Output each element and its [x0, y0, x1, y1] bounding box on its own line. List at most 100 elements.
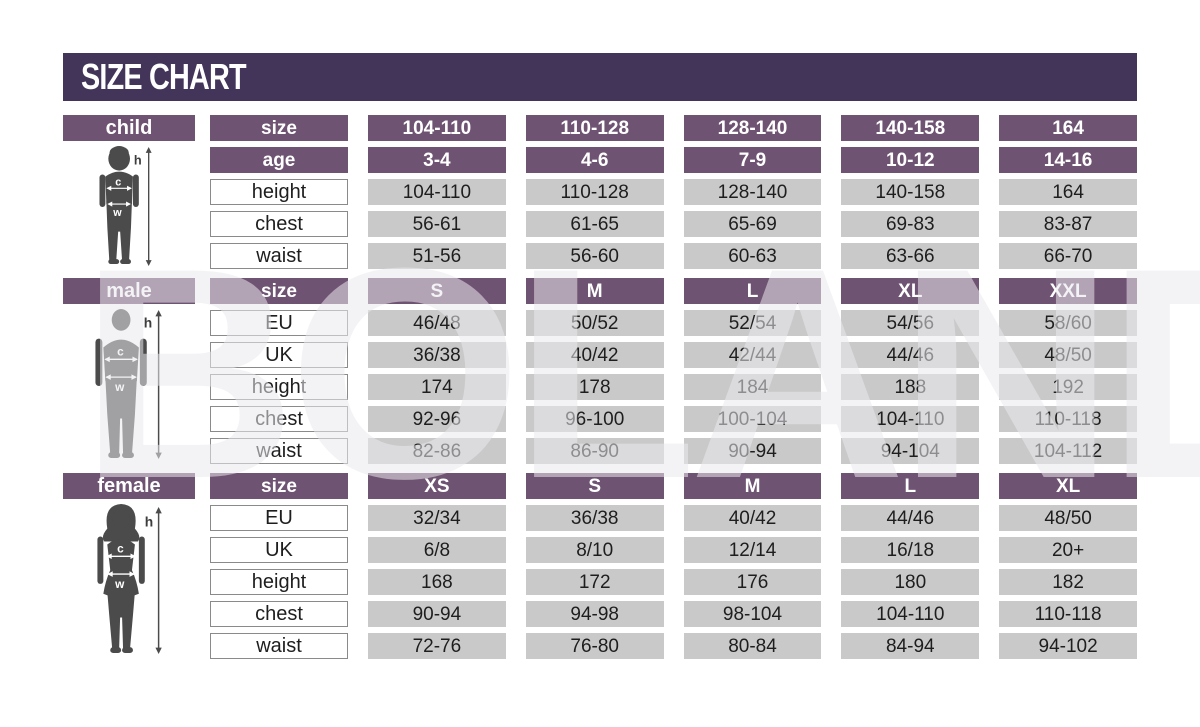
value-cell: 110-118 [999, 406, 1137, 432]
value-cell: 110-118 [999, 601, 1137, 627]
size-header-cell: 128-140 [683, 115, 822, 141]
row-label-chest: chest [210, 406, 348, 432]
section-child-left: child [63, 115, 195, 269]
group-label: child [63, 115, 195, 141]
female-figure-icon: h c w [97, 503, 162, 655]
female-silhouette: h c w [63, 503, 195, 659]
value-cell: 164 [999, 179, 1137, 205]
value-cell: 40/42 [525, 342, 664, 368]
value-cell: 32/34 [368, 505, 506, 531]
value-cell: 40/42 [683, 505, 822, 531]
size-header-cell: 10-12 [841, 147, 980, 173]
value-cell: 128-140 [683, 179, 822, 205]
value-cell: 63-66 [841, 243, 980, 269]
value-cell: 76-80 [525, 633, 664, 659]
value-cell: 96-100 [525, 406, 664, 432]
value-cell: 60-63 [683, 243, 822, 269]
size-table: size XS S M L XL EU 32/34 36/38 40/42 44/46 48/50 UK… [210, 473, 1137, 659]
waist-label: w [112, 207, 122, 219]
waist-label: w [114, 577, 125, 591]
chest-label: c [117, 344, 124, 358]
size-header-cell: S [368, 278, 506, 304]
section: male [63, 278, 1137, 464]
chest-label: c [115, 176, 121, 188]
value-cell: 56-60 [525, 243, 664, 269]
chest-label: c [117, 541, 124, 555]
row-label-height: height [210, 374, 348, 400]
title-bar: SIZE CHART [63, 53, 1137, 101]
size-table: size S M L XL XXL EU 46/48 50/52 52/54 54/56 58/60 U… [210, 278, 1137, 464]
value-cell: 174 [368, 374, 506, 400]
row-label-height: height [210, 569, 348, 595]
value-cell: 61-65 [525, 211, 664, 237]
child-silhouette: h c w [63, 145, 195, 269]
value-cell: 104-110 [841, 406, 980, 432]
value-cell: 48/50 [999, 505, 1137, 531]
male-silhouette: h c w [63, 308, 195, 464]
value-cell: 176 [683, 569, 822, 595]
row-label-height: height [210, 179, 348, 205]
group-label: male [63, 278, 195, 304]
size-header-cell: M [683, 473, 822, 499]
row-label-UK: UK [210, 537, 348, 563]
value-cell: 100-104 [683, 406, 822, 432]
size-header-cell: 104-110 [368, 115, 506, 141]
value-cell: 44/46 [841, 505, 980, 531]
value-cell: 48/50 [999, 342, 1137, 368]
value-cell: 104-110 [368, 179, 506, 205]
value-cell: 140-158 [841, 179, 980, 205]
size-header-cell: L [683, 278, 822, 304]
row-label-waist: waist [210, 633, 348, 659]
value-cell: 83-87 [999, 211, 1137, 237]
value-cell: 20+ [999, 537, 1137, 563]
value-cell: 168 [368, 569, 506, 595]
value-cell: 50/52 [525, 310, 664, 336]
row-label-size: size [210, 473, 348, 499]
value-cell: 80-84 [683, 633, 822, 659]
value-cell: 82-86 [368, 438, 506, 464]
size-chart-page: SIZE CHART child [63, 53, 1137, 668]
section-male-left: male [63, 278, 195, 464]
value-cell: 8/10 [525, 537, 664, 563]
row-label-EU: EU [210, 310, 348, 336]
value-cell: 104-112 [999, 438, 1137, 464]
value-cell: 178 [525, 374, 664, 400]
value-cell: 98-104 [683, 601, 822, 627]
size-table: size 104-110 110-128 128-140 140-158 164 age 3-… [210, 115, 1137, 269]
row-label-waist: waist [210, 243, 348, 269]
value-cell: 188 [841, 374, 980, 400]
page-title: SIZE CHART [81, 56, 247, 97]
value-cell: 92-96 [368, 406, 506, 432]
row-label-chest: chest [210, 601, 348, 627]
size-header-cell: 4-6 [525, 147, 664, 173]
value-cell: 51-56 [368, 243, 506, 269]
size-header-cell: M [525, 278, 664, 304]
size-header-cell: XL [999, 473, 1137, 499]
value-cell: 69-83 [841, 211, 980, 237]
value-cell: 58/60 [999, 310, 1137, 336]
row-label-age: age [210, 147, 348, 173]
row-label-chest: chest [210, 211, 348, 237]
waist-label: w [114, 380, 125, 394]
size-header-cell: L [841, 473, 980, 499]
height-label: h [145, 514, 153, 530]
row-label-waist: waist [210, 438, 348, 464]
value-cell: 84-94 [841, 633, 980, 659]
size-header-cell: 164 [999, 115, 1137, 141]
value-cell: 36/38 [525, 505, 664, 531]
value-cell: 94-98 [525, 601, 664, 627]
value-cell: 94-102 [999, 633, 1137, 659]
section: child [63, 115, 1137, 269]
value-cell: 42/44 [683, 342, 822, 368]
size-header-cell: XL [841, 278, 980, 304]
value-cell: 12/14 [683, 537, 822, 563]
value-cell: 86-90 [525, 438, 664, 464]
value-cell: 65-69 [683, 211, 822, 237]
value-cell: 180 [841, 569, 980, 595]
value-cell: 44/46 [841, 342, 980, 368]
size-header-cell: 110-128 [525, 115, 664, 141]
value-cell: 36/38 [368, 342, 506, 368]
group-label: female [63, 473, 195, 499]
value-cell: 104-110 [841, 601, 980, 627]
row-label-size: size [210, 115, 348, 141]
